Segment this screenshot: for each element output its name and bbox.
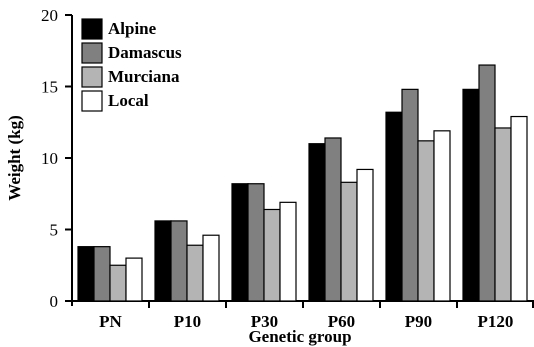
x-axis-title: Genetic group xyxy=(248,327,351,346)
bar-local-p30 xyxy=(280,202,296,301)
bar-murciana-p90 xyxy=(418,141,434,301)
y-tick-label: 10 xyxy=(41,149,58,168)
bar-damascus-p90 xyxy=(402,89,418,301)
legend-label-alpine: Alpine xyxy=(108,19,157,38)
y-tick-label: 0 xyxy=(50,292,59,311)
bar-alpine-p60 xyxy=(309,144,325,301)
bar-local-p90 xyxy=(434,131,450,301)
legend-label-local: Local xyxy=(108,91,149,110)
bar-murciana-p10 xyxy=(187,245,203,301)
legend-swatch-local xyxy=(82,91,102,111)
bar-murciana-p30 xyxy=(264,209,280,301)
bar-alpine-pn xyxy=(78,247,94,301)
legend-swatch-alpine xyxy=(82,19,102,39)
bar-murciana-pn xyxy=(110,265,126,301)
bar-damascus-p10 xyxy=(171,221,187,301)
bar-local-p60 xyxy=(357,169,373,301)
bar-alpine-p90 xyxy=(386,112,402,301)
bar-local-pn xyxy=(126,258,142,301)
x-tick-label: P90 xyxy=(405,312,432,331)
bar-damascus-p120 xyxy=(479,65,495,301)
legend: Alpine Damascus Murciana Local xyxy=(82,19,182,111)
y-tick-label: 15 xyxy=(41,78,58,97)
legend-label-murciana: Murciana xyxy=(108,67,180,86)
y-tick-label: 20 xyxy=(41,6,58,25)
y-axis-title: Weight (kg) xyxy=(5,115,24,200)
bar-alpine-p10 xyxy=(155,221,171,301)
x-tick-label: P10 xyxy=(174,312,201,331)
bar-murciana-p120 xyxy=(495,128,511,301)
bar-local-p120 xyxy=(511,117,527,301)
x-tick-label: P120 xyxy=(478,312,514,331)
y-tick-label: 5 xyxy=(50,221,59,240)
bar-alpine-p120 xyxy=(463,89,479,301)
bar-murciana-p60 xyxy=(341,182,357,301)
bar-alpine-p30 xyxy=(232,184,248,301)
bar-local-p10 xyxy=(203,235,219,301)
bar-damascus-p30 xyxy=(248,184,264,301)
bar-damascus-pn xyxy=(94,247,110,301)
legend-swatch-murciana xyxy=(82,67,102,87)
bar-damascus-p60 xyxy=(325,138,341,301)
legend-swatch-damascus xyxy=(82,43,102,63)
x-tick-label: PN xyxy=(99,312,122,331)
legend-label-damascus: Damascus xyxy=(108,43,182,62)
